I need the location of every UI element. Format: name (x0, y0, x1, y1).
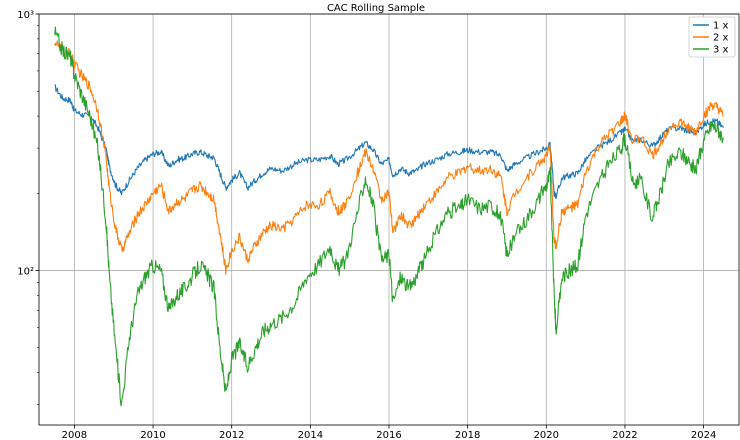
x-tick-label: 2010 (140, 430, 165, 440)
y-tick-label: 10² (17, 267, 34, 278)
x-tick-label: 2014 (298, 430, 323, 440)
chart-title: CAC Rolling Sample (327, 3, 425, 14)
x-tick-label: 2016 (376, 430, 401, 440)
legend-label: 1 x (713, 21, 729, 32)
legend-box (688, 16, 736, 58)
axis-ticks: 2008 2010 2012 2014 2016 2018 2020 2022 2024 10² 1… (17, 10, 716, 440)
x-tick-label: 2020 (534, 430, 559, 440)
series-line (54, 84, 724, 199)
series-line (54, 40, 724, 275)
legend-label: 3 x (713, 45, 729, 56)
x-tick-label: 2012 (219, 430, 244, 440)
x-tick-label: 2008 (62, 430, 87, 440)
series-line (54, 26, 724, 407)
y-tick-label: 10³ (17, 10, 34, 21)
series-layer (54, 26, 724, 407)
x-tick-label: 2022 (612, 430, 637, 440)
x-tick-label: 2018 (455, 430, 480, 440)
legend-label: 2 x (713, 33, 729, 44)
x-tick-label: 2024 (691, 430, 716, 440)
legend: 1 x2 x3 x (688, 16, 736, 58)
